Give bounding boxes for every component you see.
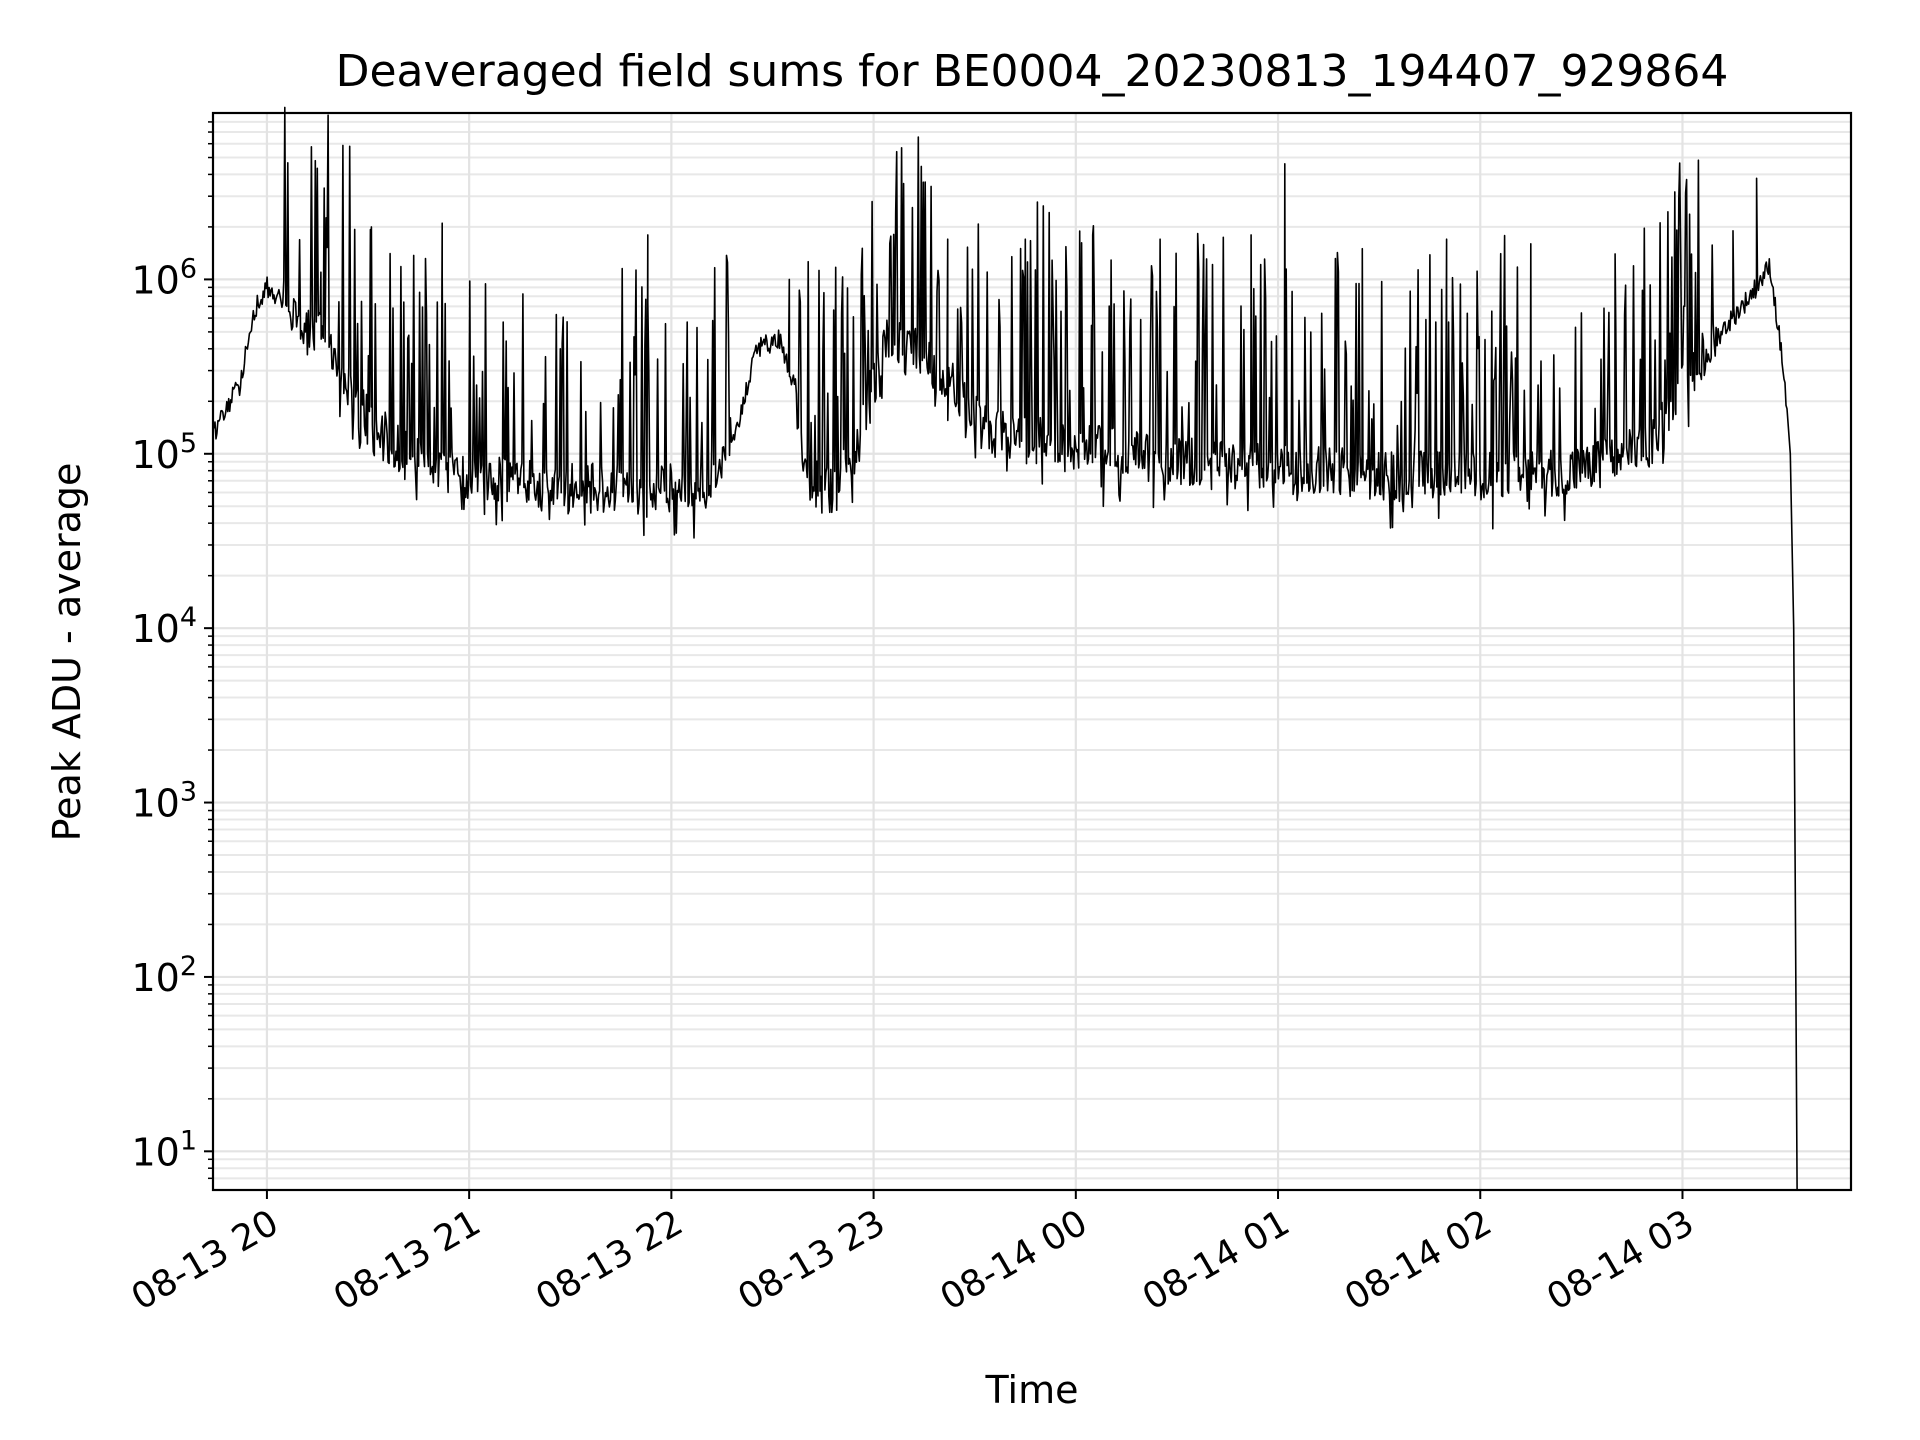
y-tick-label: 103 — [131, 777, 197, 826]
x-axis-label: Time — [985, 1368, 1079, 1412]
plot-frame — [211, 111, 1853, 1192]
y-tick-label: 102 — [131, 951, 197, 1000]
y-axis-label: Peak ADU - average — [45, 463, 89, 842]
y-tick-label: 105 — [131, 428, 197, 477]
y-tick-label: 104 — [131, 602, 197, 651]
series-line — [212, 106, 1798, 1191]
series-layer — [212, 106, 1798, 1191]
y-tick-label: 101 — [131, 1125, 197, 1174]
chart-title: Deaveraged field sums for BE0004_2023081… — [336, 46, 1729, 97]
y-tick-label: 106 — [131, 253, 197, 302]
y-axis: 101 102 103 104 105 106 — [131, 121, 213, 1180]
